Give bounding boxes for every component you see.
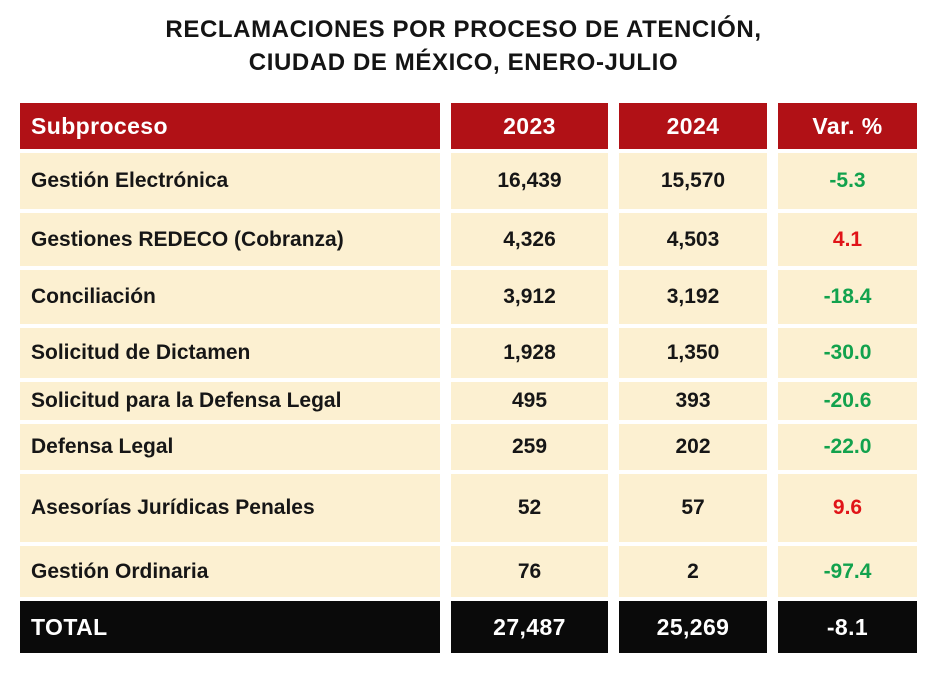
subprocess-label: Solicitud para la Defensa Legal	[20, 382, 440, 420]
variation-value: -18.4	[778, 270, 917, 324]
variation-value: -30.0	[778, 328, 917, 378]
table-row: Gestión Electrónica 16,439 15,570 -5.3	[20, 153, 917, 209]
table-total-row: TOTAL 27,487 25,269 -8.1	[20, 601, 917, 653]
subprocess-label: Asesorías Jurídicas Penales	[20, 474, 440, 542]
value-2024: 4,503	[619, 213, 767, 266]
table-row: Gestiones REDECO (Cobranza) 4,326 4,503 4.1	[20, 213, 917, 266]
total-value-2023: 27,487	[451, 601, 608, 653]
value-2023: 495	[451, 382, 608, 420]
value-2023: 3,912	[451, 270, 608, 324]
table-body: Gestión Electrónica 16,439 15,570 -5.3 Gesti…	[20, 153, 917, 597]
title-line-1: RECLAMACIONES POR PROCESO DE ATENCIÓN,	[165, 16, 762, 43]
value-2023: 1,928	[451, 328, 608, 378]
subprocess-label: Solicitud de Dictamen	[20, 328, 440, 378]
value-2024: 1,350	[619, 328, 767, 378]
column-header-2023: 2023	[451, 103, 608, 149]
value-2023: 16,439	[451, 153, 608, 209]
table-header-row: Subproceso 2023 2024 Var. %	[20, 103, 917, 149]
subprocess-label: Gestiones REDECO (Cobranza)	[20, 213, 440, 266]
value-2024: 57	[619, 474, 767, 542]
table-row: Gestión Ordinaria 76 2 -97.4	[20, 546, 917, 597]
column-header-2024: 2024	[619, 103, 767, 149]
value-2024: 3,192	[619, 270, 767, 324]
table-row: Defensa Legal 259 202 -22.0	[20, 424, 917, 470]
value-2024: 393	[619, 382, 767, 420]
value-2023: 4,326	[451, 213, 608, 266]
variation-value: -20.6	[778, 382, 917, 420]
table-row: Solicitud para la Defensa Legal 495 393 -20…	[20, 382, 917, 420]
table-row: Solicitud de Dictamen 1,928 1,350 -30.0	[20, 328, 917, 378]
column-header-subproceso: Subproceso	[20, 103, 440, 149]
variation-value: 9.6	[778, 474, 917, 542]
value-2023: 259	[451, 424, 608, 470]
table-row: Asesorías Jurídicas Penales 52 57 9.6	[20, 474, 917, 542]
variation-value: 4.1	[778, 213, 917, 266]
total-variation-value: -8.1	[778, 601, 917, 653]
column-header-var: Var. %	[778, 103, 917, 149]
value-2024: 15,570	[619, 153, 767, 209]
variation-value: -5.3	[778, 153, 917, 209]
variation-value: -97.4	[778, 546, 917, 597]
value-2024: 202	[619, 424, 767, 470]
variation-value: -22.0	[778, 424, 917, 470]
total-label: TOTAL	[20, 601, 440, 653]
subprocess-label: Gestión Ordinaria	[20, 546, 440, 597]
value-2023: 52	[451, 474, 608, 542]
value-2024: 2	[619, 546, 767, 597]
subprocess-label: Conciliación	[20, 270, 440, 324]
value-2023: 76	[451, 546, 608, 597]
page-title: RECLAMACIONES POR PROCESO DE ATENCIÓN, C…	[0, 0, 927, 79]
subprocess-label: Gestión Electrónica	[20, 153, 440, 209]
subprocess-label: Defensa Legal	[20, 424, 440, 470]
title-line-2: CIUDAD DE MÉXICO, ENERO-JULIO	[248, 49, 679, 76]
claims-table: Subproceso 2023 2024 Var. % Gestión Elec…	[20, 103, 917, 653]
table-row: Conciliación 3,912 3,192 -18.4	[20, 270, 917, 324]
total-value-2024: 25,269	[619, 601, 767, 653]
